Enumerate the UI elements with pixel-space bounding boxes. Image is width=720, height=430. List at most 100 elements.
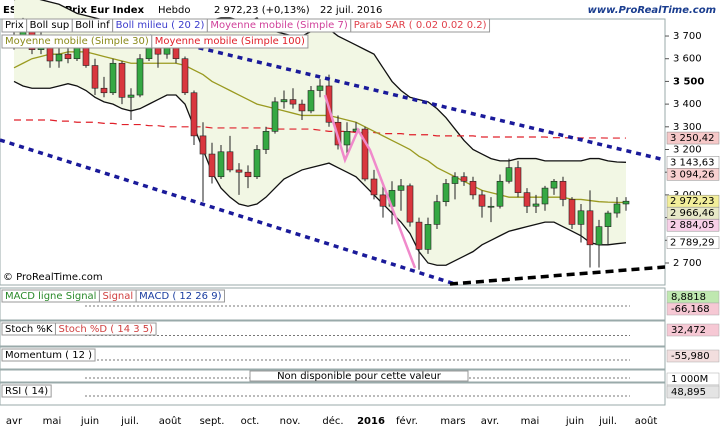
candle-body [523, 192, 531, 207]
candle-body [289, 99, 297, 105]
x-tick-label: oct. [241, 416, 260, 427]
candle-body [379, 194, 387, 207]
x-tick-label: juin [80, 416, 99, 427]
candle-body [451, 176, 459, 184]
candle-body [460, 176, 468, 182]
candle-body [559, 180, 567, 200]
price-label: 2 789,29 [670, 238, 715, 249]
legend-box [350, 18, 491, 33]
y-tick-label: 3 300 [673, 122, 702, 133]
candle-body [217, 151, 225, 178]
candle-body [541, 187, 549, 205]
candle-body [370, 178, 378, 196]
candle-body [469, 180, 477, 196]
candle-body [406, 185, 414, 223]
x-tick-label: juin [565, 416, 584, 427]
candle-body [271, 101, 279, 132]
candle-body [577, 210, 585, 225]
y-tick-label: 3 700 [673, 31, 702, 42]
panel-label-box [54, 322, 157, 336]
candle-body [280, 99, 288, 103]
x-tick-label: déc. [322, 415, 343, 427]
price-label: 3 250,42 [670, 133, 715, 144]
legend-item[interactable]: Prix [5, 20, 24, 31]
price-label: 2 884,05 [670, 220, 715, 231]
panel-value: 32,472 [671, 325, 706, 336]
candle-body [118, 62, 126, 98]
panel [0, 382, 666, 406]
panel-value-box [666, 349, 720, 363]
candle-body [397, 185, 405, 191]
candle-body [622, 200, 630, 205]
legend-item[interactable]: Boll inf [75, 20, 110, 31]
y-tick-label: 3 500 [673, 76, 704, 87]
panel-label: Momentum ( 12 ) [5, 350, 92, 361]
panel-value-box [666, 385, 720, 399]
panel-value: 8,8818 [671, 292, 706, 303]
note: Non disponible pour cette valeur [277, 371, 442, 382]
candle-body [505, 167, 513, 182]
candle-body [127, 94, 135, 98]
candle-body [316, 85, 324, 91]
candle-body [82, 47, 90, 66]
legend-item[interactable]: Moyenne mobile (Simple 7) [210, 20, 348, 31]
price-label-box [666, 168, 720, 181]
candle-body [55, 53, 63, 62]
candle-body [361, 128, 369, 180]
price-label-box [666, 236, 720, 249]
candle-body [226, 151, 234, 171]
candle-body [100, 87, 108, 94]
candle-body [496, 180, 504, 207]
candle-body [73, 47, 81, 60]
date: 22 juil. 2016 [320, 5, 382, 16]
price-label: 2 972,23 [670, 196, 715, 207]
panel-label: Stoch %K [5, 324, 53, 335]
legend-item[interactable]: Boll sup [30, 20, 70, 31]
legend-item[interactable]: Moyenne mobile (Simple 100) [155, 36, 305, 47]
legend-item[interactable]: Moyenne mobile (Simple 30) [5, 36, 149, 47]
x-tick-label: nov. [280, 416, 301, 427]
candle-body [550, 180, 558, 189]
legend-item[interactable]: Parab SAR ( 0.02 0.02 0.2) [354, 20, 487, 31]
trend-line [149, 34, 666, 162]
panel-label-box [135, 289, 225, 303]
period: Hebdo [158, 5, 191, 16]
panel-value: -55,980 [671, 351, 710, 362]
y-tick-label: 3 400 [673, 99, 702, 110]
panel-label-box [1, 384, 52, 398]
candle-body [613, 203, 621, 214]
copyright: © ProRealTime.com [3, 272, 103, 283]
x-tick-label: 2016 [357, 416, 385, 427]
legend-box [151, 34, 309, 49]
legend-item[interactable]: Boll milieu ( 20 2) [116, 20, 205, 31]
x-tick-label: févr. [396, 415, 418, 427]
y-tick-label: 2 700 [673, 258, 702, 269]
arrow [323, 94, 417, 269]
panel-value: -66,168 [671, 304, 710, 315]
candle-body [595, 226, 603, 246]
x-tick-label: juil. [598, 416, 617, 427]
x-tick-label: avr. [481, 416, 499, 427]
candle-body [235, 169, 243, 173]
instrument: ESTOXX50 Prix Eur Index [3, 5, 145, 16]
candle-body [343, 131, 351, 146]
candle-body [307, 90, 315, 112]
y-tick-label: 3 600 [673, 54, 702, 65]
last-price: 2 972,23 (+0,13%) [214, 5, 310, 16]
price-label: 2 966,46 [670, 208, 715, 219]
trend-line [449, 265, 666, 286]
candle-body [415, 221, 423, 250]
y-tick-label: 3 200 [673, 145, 702, 156]
candle-body [442, 183, 450, 203]
candle-body [478, 194, 486, 207]
x-tick-label: juil. [120, 416, 139, 427]
candle-body [487, 205, 495, 208]
candle-body [532, 203, 540, 207]
candle-body [604, 212, 612, 227]
candle-body [190, 92, 198, 137]
candle-body [262, 131, 270, 150]
x-tick-label: sept. [200, 416, 225, 427]
panel-label: MACD ( 12 26 9) [139, 291, 221, 302]
boll-inf [13, 80, 627, 266]
indicator-panels: MACD ligne Signal Signal MACD ( 12 26 9) 8,… [0, 287, 720, 406]
